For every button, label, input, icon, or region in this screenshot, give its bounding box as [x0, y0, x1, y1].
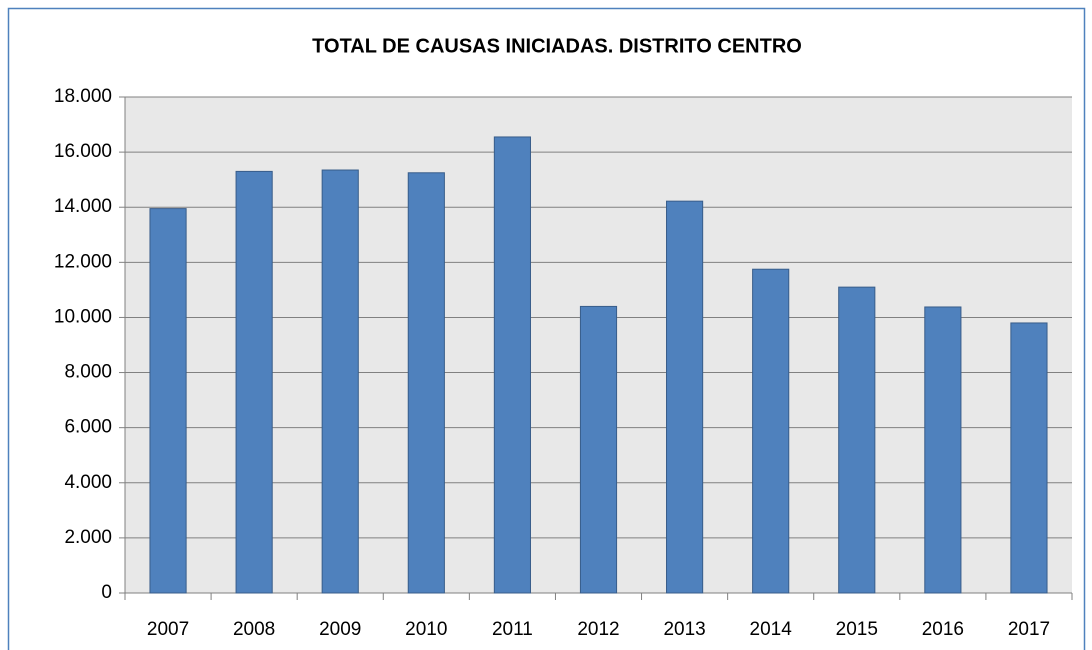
y-tick-label: 12.000 [54, 251, 112, 272]
y-tick-label: 18.000 [54, 86, 112, 107]
bar [752, 268, 790, 594]
x-tick-label: 2007 [147, 619, 189, 640]
x-tick-label: 2009 [319, 619, 361, 640]
x-tick-label: 2016 [922, 619, 964, 640]
x-tick-label: 2010 [405, 619, 447, 640]
bar [493, 136, 531, 594]
y-tick-label: 14.000 [54, 196, 112, 217]
bar [579, 305, 618, 594]
bar [924, 306, 962, 594]
bar [666, 200, 704, 594]
y-tick-label: 16.000 [54, 141, 112, 162]
bar [1010, 322, 1048, 594]
x-tick-label: 2008 [233, 619, 275, 640]
y-tick-label: 8.000 [64, 362, 112, 383]
x-tick-label: 2011 [492, 619, 533, 640]
chart-title: TOTAL DE CAUSAS INICIADAS. DISTRITO CENT… [312, 35, 802, 57]
y-tick-label: 2.000 [64, 527, 112, 548]
x-tick-label: 2012 [577, 619, 619, 640]
x-tick-label: 2013 [663, 619, 705, 640]
bar [838, 286, 876, 594]
y-tick-label: 10.000 [54, 306, 112, 327]
y-tick-label: 4.000 [64, 472, 112, 493]
x-tick-label: 2014 [750, 619, 793, 640]
bar [235, 170, 273, 594]
bar [321, 169, 359, 594]
y-tick-label: 6.000 [64, 417, 112, 438]
x-tick-label: 2015 [836, 619, 878, 640]
x-tick-label: 2017 [1008, 619, 1050, 640]
bar [149, 208, 187, 594]
bar [407, 172, 445, 594]
y-tick-label: 0 [101, 582, 112, 603]
